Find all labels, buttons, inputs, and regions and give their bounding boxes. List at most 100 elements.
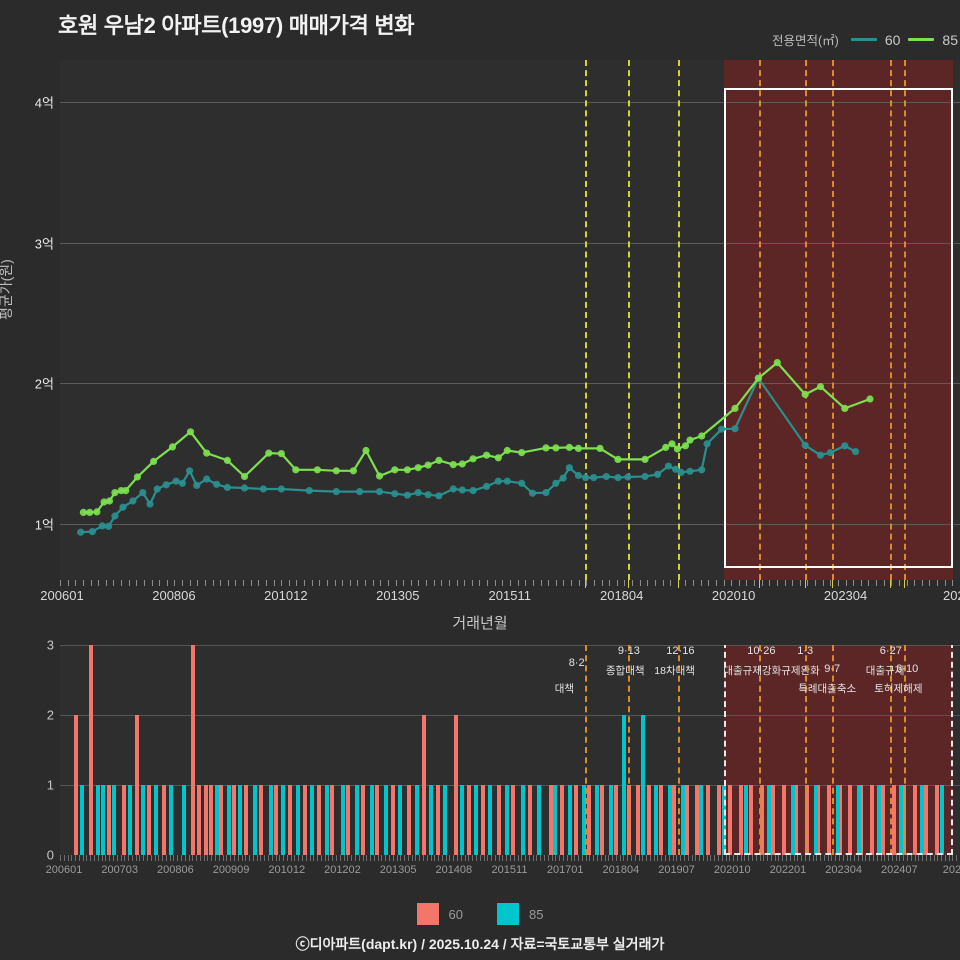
price-point (458, 460, 466, 468)
price-x-tick: 201305 (376, 588, 420, 603)
policy-vline (678, 645, 681, 855)
volume-bar-60 (303, 785, 307, 855)
volume-x-tick: 201305 (379, 864, 417, 876)
volume-bar-60 (219, 785, 224, 855)
volume-bar-85 (857, 785, 862, 855)
price-y-tick: 1억 (34, 517, 54, 533)
volume-bar-60 (600, 785, 604, 855)
volume-bar-60 (274, 785, 279, 855)
annotation-text: 특례대출축소 (798, 683, 857, 695)
volume-bar-85 (310, 785, 315, 855)
price-point (449, 485, 457, 493)
policy-vline (889, 60, 892, 580)
price-point (654, 470, 662, 478)
volume-bar-60 (826, 785, 831, 855)
legend-swatch-60 (850, 38, 877, 41)
annotation-date: 8·2 (568, 657, 585, 669)
legend-label-bar-60: 60 (448, 906, 463, 922)
policy-vline (889, 645, 892, 855)
volume-bar-85 (168, 785, 173, 855)
volume-bar-60 (614, 785, 619, 855)
price-point (424, 491, 432, 499)
price-point (100, 498, 108, 506)
price-point (403, 491, 411, 499)
volume-bar-60 (209, 785, 214, 855)
volume-y-tick: 3 (46, 637, 54, 653)
volume-bar-85 (940, 785, 945, 855)
price-point (731, 425, 739, 433)
volume-bar-85 (537, 785, 541, 855)
annotation-text: 대출규제강화 (723, 665, 782, 677)
volume-bar-60 (134, 715, 139, 855)
volume-bar-60 (317, 785, 322, 855)
volume-bar-60 (375, 785, 379, 855)
volume-bar-85 (268, 785, 273, 855)
annotation-date: 9·13 (617, 645, 640, 657)
price-point (602, 472, 610, 481)
volume-bar-85 (398, 785, 403, 855)
price-point (686, 436, 694, 444)
volume-bar-85 (429, 785, 433, 855)
price-point (277, 450, 285, 458)
volume-bar-60 (287, 785, 292, 855)
volume-bar-60 (695, 785, 700, 855)
price-point (641, 472, 649, 481)
price-point (391, 490, 399, 498)
volume-bar-85 (744, 785, 748, 855)
policy-vline (627, 645, 630, 855)
price-x-tick: 202304 (823, 588, 868, 603)
price-point (686, 467, 694, 475)
volume-x-tick: 201701 (546, 864, 584, 876)
volume-bar-60 (659, 785, 664, 855)
price-x-tick: 201804 (599, 588, 644, 603)
price-point (542, 444, 550, 452)
price-point (122, 487, 130, 495)
volume-bar-60 (771, 785, 775, 855)
annotation-date: 10·26 (747, 645, 776, 657)
price-point (265, 449, 273, 457)
price-point (677, 468, 685, 476)
volume-bar-60 (481, 785, 486, 855)
price-point (375, 472, 384, 480)
price-point (866, 395, 874, 403)
volume-x-tick: 202010 (713, 864, 751, 876)
price-point (172, 477, 180, 485)
volume-bar-60 (749, 785, 754, 855)
price-point (98, 522, 106, 530)
volume-x-axis-ticks (60, 855, 960, 863)
price-line-60 (80, 377, 857, 534)
volume-bar-60 (727, 785, 732, 855)
volume-bar-60 (391, 785, 396, 855)
volume-bar-60 (913, 785, 918, 855)
price-point (565, 443, 573, 451)
price-point (681, 442, 690, 450)
volume-highlight-box (724, 645, 953, 855)
volume-bar-85 (898, 785, 903, 855)
volume-bar-60 (346, 785, 351, 855)
volume-bar-85 (459, 785, 464, 855)
price-point (414, 489, 422, 497)
price-point (186, 467, 194, 475)
volume-bar-60 (191, 645, 196, 855)
price-point (414, 464, 422, 472)
volume-bar-60 (934, 785, 939, 855)
volume-bar-60 (548, 785, 553, 855)
volume-bar-85 (182, 785, 187, 855)
annotation-text: 규제완화 (781, 665, 820, 677)
price-y-tick: 4억 (34, 95, 54, 111)
price-point (559, 474, 567, 482)
volume-bar-60 (848, 785, 853, 855)
price-point (240, 484, 249, 492)
volume-chart-plot (60, 645, 960, 855)
footer-credit: ⓒ디아파트(dapt.kr) / 2025.10.24 / 자료=국토교통부 실… (295, 936, 665, 952)
volume-bar-60 (231, 785, 236, 855)
volume-bar-60 (587, 785, 592, 855)
volume-x-tick: 202201 (769, 864, 807, 876)
price-point (79, 508, 87, 516)
volume-x-tick: 200909 (212, 864, 250, 876)
volume-bar-60 (88, 645, 93, 855)
volume-bar-60 (684, 785, 689, 855)
price-point (375, 488, 384, 496)
volume-bar-60 (258, 785, 263, 855)
